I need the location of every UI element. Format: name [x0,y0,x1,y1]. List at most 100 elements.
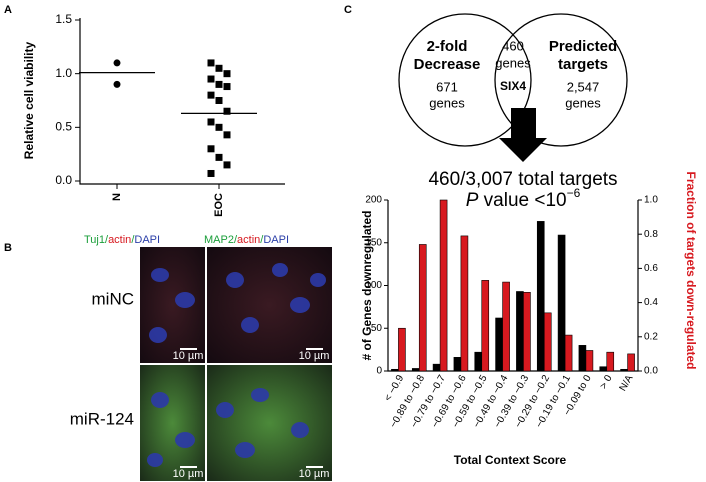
stain-part: actin [237,234,260,246]
superscript: −6 [567,186,581,200]
y2-axis-label: Fraction of targets down-regulated [684,171,698,369]
x-axis-label: Total Context Score [454,453,567,467]
bar [453,357,462,372]
dot [223,107,231,115]
venn-title: Decrease [414,56,481,73]
stain-label: Tuj1/actin/DAPI [84,234,160,246]
y-tick-label: 200 [365,195,382,206]
dot [207,75,215,83]
x-tick-label: EOC [213,193,225,217]
panel-label: C [344,4,352,16]
micrograph [207,365,332,481]
chart-subtitle: P value <10−6 [466,186,581,211]
dot [223,161,231,169]
venn-title: 2-fold [427,38,468,55]
bar [620,368,628,372]
venn-unit: genes [565,95,601,110]
stain-part: actin [108,234,131,246]
dot [207,59,215,67]
venn-unit: genes [495,55,531,70]
venn-circle [398,13,532,147]
stain-part: / [234,234,238,246]
bar [398,327,406,372]
x-tick-label: N/A [618,373,636,393]
row-label: miR-124 [70,409,134,428]
y2-tick-label: 0.8 [644,229,658,240]
bar [536,221,545,372]
y-tick-label: 50 [371,323,383,334]
italic-part: P [466,190,479,211]
dot [113,59,121,67]
dot [223,70,231,78]
scale-labels: 10 µm 10 µm 10 µm 10 µm [173,350,330,480]
dot [223,83,231,91]
y-axis-label: # of Genes downregulated [360,210,374,360]
text-part: value <10 [478,190,566,211]
bar [481,280,490,372]
bar [557,234,566,372]
axis [79,18,285,185]
venn-count: 460 [502,38,524,53]
bar [474,351,483,372]
stain-part: DAPI [263,234,289,246]
scale-label: 10 µm [299,350,330,362]
arrow [499,108,547,162]
venn-unit: genes [429,95,465,110]
stain-part: Tuj1 [84,234,105,246]
panel-label: A [4,4,12,16]
y-tick-label: 1.0 [55,66,72,80]
venn-title: Predicted [549,38,617,55]
venn-count: 2,547 [567,79,600,94]
y-tick-label: 0.0 [55,173,72,187]
scale-bars [180,348,323,468]
venn-gene: SIX4 [500,79,526,93]
y2-tick-label: 0.0 [644,366,658,377]
bar [432,363,441,372]
x-tick-label: > 0 [598,373,615,391]
y-tick-label: 0.5 [55,120,72,134]
dot [207,118,215,126]
bar [502,281,510,372]
bar [418,244,427,372]
dot [113,80,121,88]
bar [411,368,420,372]
bar [599,366,608,372]
bar [578,345,587,372]
bar [627,353,635,372]
y-tick-label: 150 [365,237,382,248]
stain-part: / [131,234,135,246]
dot [215,64,223,72]
dot [215,153,223,161]
y-tick-label: 1.5 [55,12,72,26]
bar [439,199,448,372]
micrograph [207,247,332,363]
stain-label: MAP2/actin/DAPI [204,234,289,246]
stain-part: DAPI [134,234,160,246]
dot [207,145,215,153]
y2-tick-label: 0.6 [644,263,658,274]
y-axis-label: Relative cell viability [22,41,36,159]
y2-tick-label: 0.4 [644,297,658,308]
row-label: miNC [92,289,135,308]
micrograph-panel: Tuj1/actin/DAPI MAP2/actin/DAPI miNC miR… [70,234,332,481]
venn-circle [494,13,628,147]
venn-diagram: 2-fold Decrease 671 genes 460 genes SIX4… [398,13,628,162]
dot [207,91,215,99]
bar [516,291,524,372]
dot [215,80,223,88]
y2-tick-label: 0.2 [644,331,658,342]
bar [543,312,552,372]
stain-part: MAP2 [204,234,234,246]
stain-part: / [105,234,109,246]
y-tick-label: 0 [376,366,382,377]
bar [523,292,531,372]
bar [495,317,503,372]
bar [606,351,615,372]
y2-tick-label: 1.0 [644,195,658,206]
scale-label: 10 µm [299,468,330,480]
dot [215,97,223,104]
y-tick-label: 100 [365,280,382,291]
